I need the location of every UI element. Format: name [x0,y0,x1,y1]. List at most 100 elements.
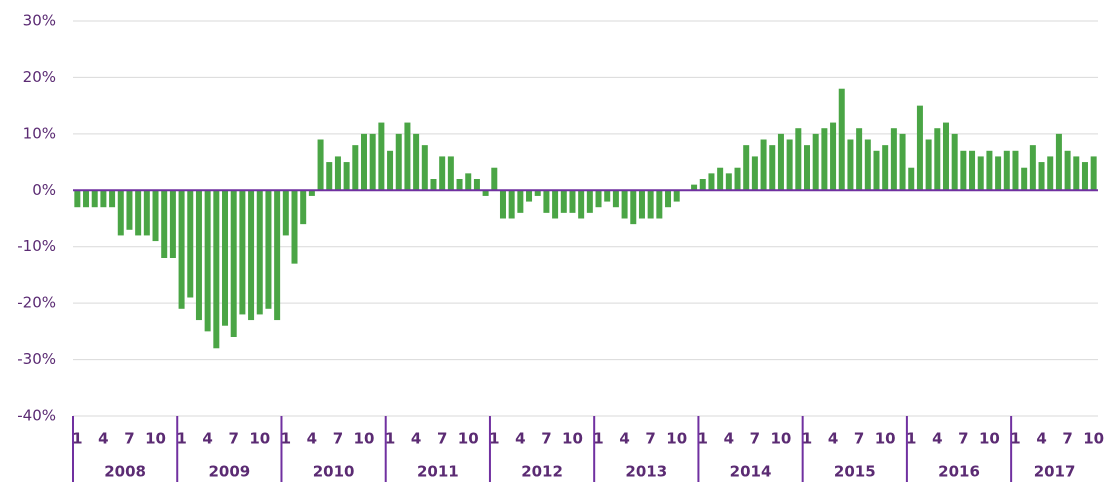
y-tick-label: 30% [23,12,56,30]
bar [300,190,307,225]
bar [447,156,454,191]
bar [369,133,376,191]
bar [126,190,133,230]
bar [222,190,229,326]
bar [838,88,845,191]
bar [734,167,741,191]
bar [647,190,654,219]
bar [595,190,602,208]
x-tick-label: 10 [666,430,687,448]
bar [942,122,949,191]
bar [169,190,176,258]
bar [1021,167,1028,191]
bar [830,122,837,191]
x-tick-label: 4 [515,430,525,448]
x-tick-label: 7 [854,430,864,448]
bar [195,190,202,321]
bar [343,162,350,191]
bar [152,190,159,242]
y-tick-label: 0% [32,181,56,199]
year-label: 2014 [730,463,772,481]
bar [239,190,246,315]
x-tick-label: 10 [875,430,896,448]
x-tick-label: 1 [698,430,708,448]
bar [699,179,706,191]
x-tick-label: 10 [458,430,479,448]
bar [751,156,758,191]
year-label: 2016 [938,463,980,481]
bar [395,133,402,191]
bar [873,150,880,191]
bar [100,190,107,208]
y-tick-label: 20% [23,68,56,86]
bar [1073,156,1080,191]
x-tick-label: 1 [593,430,603,448]
x-tick-label: 1 [281,430,291,448]
bar [812,133,819,191]
x-tick-label: 7 [437,430,447,448]
bar [534,190,541,196]
bar [334,156,341,191]
bar [421,145,428,191]
bar [430,179,437,191]
bar [317,139,324,191]
bar [178,190,185,309]
x-tick-label: 1 [385,430,395,448]
x-tick-label: 7 [958,430,968,448]
bar [109,190,116,208]
bar [1038,162,1045,191]
bar [491,167,498,191]
x-tick-label: 1 [1010,430,1020,448]
bar [308,190,315,196]
x-tick-label: 1 [489,430,499,448]
x-tick-label: 7 [124,430,134,448]
x-tick-label: 4 [1036,430,1046,448]
bar [934,128,941,191]
bar [83,190,90,208]
x-tick-label: 4 [202,430,212,448]
x-tick-label: 10 [771,430,792,448]
x-tick-label: 4 [619,430,629,448]
bar [890,128,897,191]
bar [673,190,680,202]
x-tick-label: 10 [562,430,583,448]
bar [795,128,802,191]
bar [204,190,211,332]
bar [117,190,124,236]
bar [986,150,993,191]
bar [1003,150,1010,191]
bar [612,190,619,208]
bar [552,190,559,219]
year-label: 2008 [104,463,146,481]
bar [1012,150,1019,191]
x-tick-label: 7 [645,430,655,448]
year-label: 2012 [521,463,563,481]
bar [387,150,394,191]
bar [499,190,506,219]
year-label: 2015 [834,463,876,481]
bar [847,139,854,191]
x-tick-label: 10 [354,430,375,448]
bar [526,190,533,202]
bar [569,190,576,213]
x-tick-label: 7 [1062,430,1072,448]
bar [1090,156,1097,191]
x-tick-label: 1 [72,430,82,448]
bar [578,190,585,219]
bar [995,156,1002,191]
bar [248,190,255,321]
bar [404,122,411,191]
bar [187,190,194,298]
bar [456,179,463,191]
bar [161,190,168,258]
bar [1055,133,1062,191]
bar [543,190,550,213]
bar [230,190,237,337]
year-label: 2011 [417,463,459,481]
x-tick-label: 7 [228,430,238,448]
bar [725,173,732,191]
bar [586,190,593,213]
bar [560,190,567,213]
year-label: 2010 [313,463,355,481]
